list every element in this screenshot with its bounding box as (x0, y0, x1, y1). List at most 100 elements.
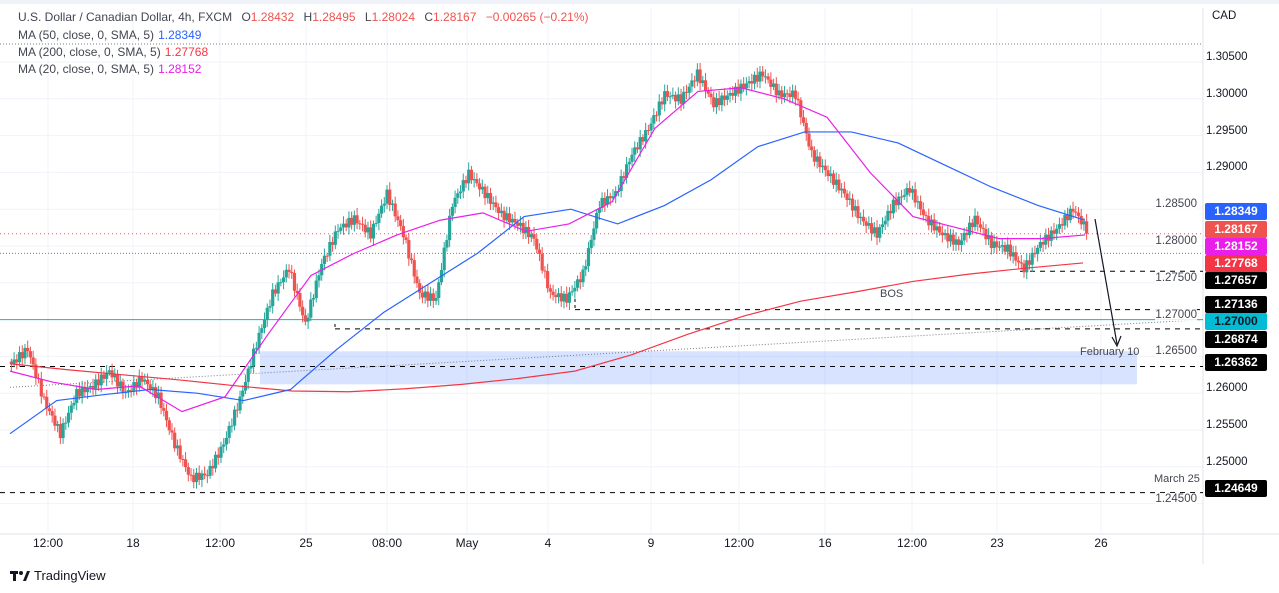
candle-body (712, 97, 716, 108)
candle-body (273, 289, 278, 294)
ma50-legend[interactable]: MA (50, close, 0, SMA, 5) 1.28349 (18, 28, 202, 42)
candle-body (257, 332, 261, 348)
candle-body (83, 386, 87, 393)
candle-body (129, 390, 133, 392)
candle-body (107, 370, 111, 373)
time-tick-label: 18 (126, 536, 140, 550)
price-tick-label: 1.28500 (1155, 198, 1197, 211)
price-tag: 1.24649 (1205, 480, 1267, 497)
candle-body (317, 275, 321, 281)
candle-body (156, 392, 160, 399)
candle-body (1071, 208, 1075, 212)
candle-body (565, 293, 569, 303)
february-10-label: February 10 (1080, 346, 1140, 358)
candle-body (456, 193, 460, 198)
candle-body (782, 93, 787, 98)
candle-body (311, 298, 316, 300)
candle-body (1076, 212, 1081, 216)
candle-body (771, 83, 776, 87)
candle-body (948, 234, 953, 242)
candle-body (469, 169, 474, 181)
candle-body (641, 137, 645, 142)
candle-body (586, 248, 591, 267)
candle-body (663, 91, 667, 105)
tradingview-logo[interactable]: TradingView (10, 568, 106, 583)
candle-body (388, 189, 392, 205)
symbol-title: U.S. Dollar / Canadian Dollar, 4h, FXCM (18, 10, 233, 24)
candle-body (325, 255, 329, 257)
candle-body (45, 396, 49, 409)
candle-body (431, 293, 435, 301)
candle-body (747, 81, 751, 84)
candle-body (360, 223, 365, 225)
candle-body (445, 240, 449, 248)
price-tick-label: 1.27500 (1155, 271, 1197, 284)
candle-body (507, 213, 512, 223)
candle-body (687, 86, 691, 93)
candle-body (951, 234, 955, 245)
candle-body (959, 240, 964, 245)
candle-body (671, 94, 675, 97)
candle-body (559, 293, 563, 302)
candle-body (475, 179, 479, 184)
candle-body (785, 93, 789, 95)
candle-body (437, 282, 441, 298)
candle-body (1006, 244, 1010, 252)
candle-body (946, 233, 950, 242)
candle-body (916, 201, 920, 203)
price-chart[interactable] (0, 8, 1279, 568)
candle-body (328, 242, 332, 256)
candle-body (540, 253, 544, 271)
candle-body (518, 222, 523, 226)
candle-body (521, 222, 525, 234)
candle-body (47, 408, 52, 412)
ma20-legend[interactable]: MA (20, close, 0, SMA, 5) 1.28152 (18, 62, 202, 76)
candle-body (799, 100, 803, 118)
price-tick-label: 1.26500 (1155, 345, 1197, 358)
candle-body (755, 74, 759, 82)
candle-body (314, 280, 318, 299)
candle-body (497, 207, 501, 214)
candle-body (513, 218, 517, 223)
candle-body (164, 410, 169, 421)
time-tick-label: 26 (1094, 536, 1108, 550)
candle-body (600, 197, 604, 209)
candle-body (597, 208, 601, 213)
price-tag: 1.28152 (1205, 238, 1267, 255)
candle-body (954, 239, 958, 245)
candle-body (39, 379, 43, 397)
candle-body (491, 202, 495, 204)
candle-body (333, 231, 337, 245)
candle-body (840, 188, 844, 191)
candle-body (644, 130, 648, 142)
symbol-legend[interactable]: U.S. Dollar / Canadian Dollar, 4h, FXCM … (18, 10, 589, 24)
price-tag: 1.28349 (1205, 203, 1267, 220)
candle-body (1052, 230, 1056, 234)
brand-name: TradingView (34, 568, 106, 583)
candle-body (924, 214, 928, 216)
candle-body (363, 224, 367, 233)
candle-body (537, 249, 542, 254)
candle-body (584, 266, 588, 270)
candle-body (1055, 228, 1059, 234)
candle-body (181, 458, 185, 460)
candle-body (761, 71, 765, 77)
candle-body (837, 179, 841, 191)
candle-body (77, 389, 82, 397)
candle-body (995, 241, 999, 248)
ma200-legend[interactable]: MA (200, close, 0, SMA, 5) 1.27768 (18, 45, 209, 59)
candle-body (570, 291, 574, 293)
candle-body (717, 98, 721, 106)
candle-body (1000, 245, 1004, 247)
candle-body (728, 92, 732, 96)
candle-body (812, 150, 817, 162)
candle-body (339, 227, 343, 231)
candle-body (581, 269, 585, 283)
candle-body (118, 381, 122, 387)
candle-body (151, 387, 155, 390)
price-tick-label: 1.30000 (1206, 87, 1248, 100)
candle-body (268, 306, 272, 308)
candle-body (175, 445, 180, 449)
price-tag: 1.27000 (1205, 313, 1267, 330)
